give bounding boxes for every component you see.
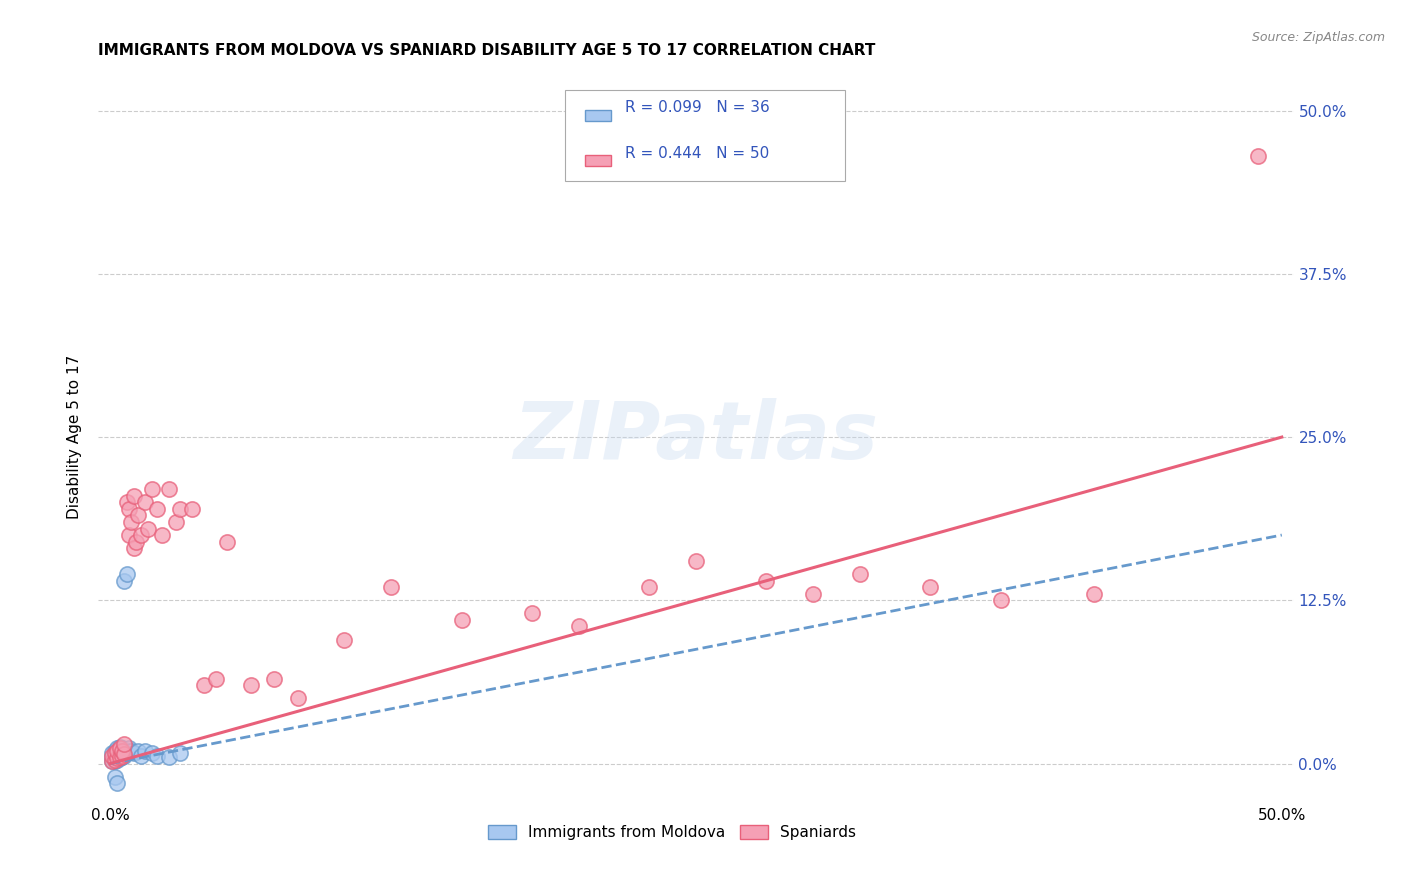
Point — [217, 534, 239, 549]
Point — [104, 754, 127, 768]
Point — [263, 672, 285, 686]
Point — [118, 528, 141, 542]
Point — [169, 502, 191, 516]
Point — [111, 748, 134, 763]
Point — [105, 743, 128, 757]
Point — [120, 743, 142, 757]
Point — [157, 483, 180, 497]
Point — [849, 567, 872, 582]
Point — [755, 574, 778, 588]
Point — [118, 743, 141, 757]
Point — [104, 770, 127, 784]
Point — [108, 739, 131, 754]
Point — [150, 528, 173, 542]
Point — [118, 502, 141, 516]
Text: R = 0.444   N = 50: R = 0.444 N = 50 — [626, 145, 769, 161]
Point — [111, 750, 134, 764]
Point — [169, 746, 191, 760]
Point — [1083, 587, 1105, 601]
FancyBboxPatch shape — [565, 90, 845, 181]
Point — [157, 750, 180, 764]
FancyBboxPatch shape — [585, 155, 612, 167]
Point — [104, 753, 127, 767]
Point — [101, 750, 124, 764]
Point — [104, 751, 127, 765]
Point — [111, 740, 134, 755]
Point — [134, 743, 156, 757]
Point — [239, 678, 262, 692]
Point — [108, 743, 131, 757]
Point — [136, 521, 159, 535]
Point — [101, 748, 124, 763]
Point — [108, 751, 131, 765]
Point — [105, 751, 128, 765]
Point — [118, 740, 141, 755]
Point — [105, 776, 128, 790]
Point — [111, 743, 134, 757]
Point — [146, 502, 169, 516]
Text: R = 0.099   N = 36: R = 0.099 N = 36 — [626, 101, 770, 115]
Point — [108, 740, 131, 755]
Text: IMMIGRANTS FROM MOLDOVA VS SPANIARD DISABILITY AGE 5 TO 17 CORRELATION CHART: IMMIGRANTS FROM MOLDOVA VS SPANIARD DISA… — [98, 43, 876, 58]
Point — [112, 747, 135, 762]
Point — [115, 567, 138, 582]
Point — [104, 743, 127, 757]
Point — [112, 748, 135, 763]
Point — [181, 502, 204, 516]
Point — [146, 748, 169, 763]
Point — [204, 672, 226, 686]
Point — [638, 580, 661, 594]
Point — [287, 691, 309, 706]
Point — [380, 580, 402, 594]
Point — [127, 508, 149, 523]
Point — [685, 554, 707, 568]
Point — [520, 607, 543, 621]
Point — [108, 747, 131, 762]
FancyBboxPatch shape — [585, 110, 612, 121]
Point — [105, 750, 128, 764]
Point — [112, 737, 135, 751]
Point — [450, 613, 472, 627]
Point — [101, 754, 124, 768]
Point — [101, 746, 124, 760]
Point — [333, 632, 356, 647]
Point — [108, 750, 131, 764]
Point — [112, 574, 135, 588]
Point — [1247, 149, 1270, 163]
Point — [112, 743, 135, 757]
Point — [134, 495, 156, 509]
Point — [122, 489, 145, 503]
Point — [141, 746, 163, 760]
Point — [111, 746, 134, 760]
Point — [920, 580, 942, 594]
Point — [120, 515, 142, 529]
Text: ZIPatlas: ZIPatlas — [513, 398, 879, 476]
Point — [127, 743, 149, 757]
Legend: Immigrants from Moldova, Spaniards: Immigrants from Moldova, Spaniards — [482, 819, 862, 847]
Point — [105, 747, 128, 762]
Point — [141, 483, 163, 497]
Point — [125, 534, 148, 549]
Point — [165, 515, 187, 529]
Point — [115, 495, 138, 509]
Y-axis label: Disability Age 5 to 17: Disability Age 5 to 17 — [67, 355, 83, 519]
Point — [568, 619, 591, 633]
Point — [122, 746, 145, 760]
Point — [801, 587, 824, 601]
Point — [122, 541, 145, 555]
Point — [104, 746, 127, 760]
Point — [115, 746, 138, 760]
Point — [193, 678, 215, 692]
Point — [105, 753, 128, 767]
Point — [990, 593, 1012, 607]
Point — [129, 748, 152, 763]
Point — [129, 528, 152, 542]
Point — [104, 748, 127, 763]
Text: Source: ZipAtlas.com: Source: ZipAtlas.com — [1251, 31, 1385, 45]
Point — [101, 754, 124, 768]
Point — [105, 740, 128, 755]
